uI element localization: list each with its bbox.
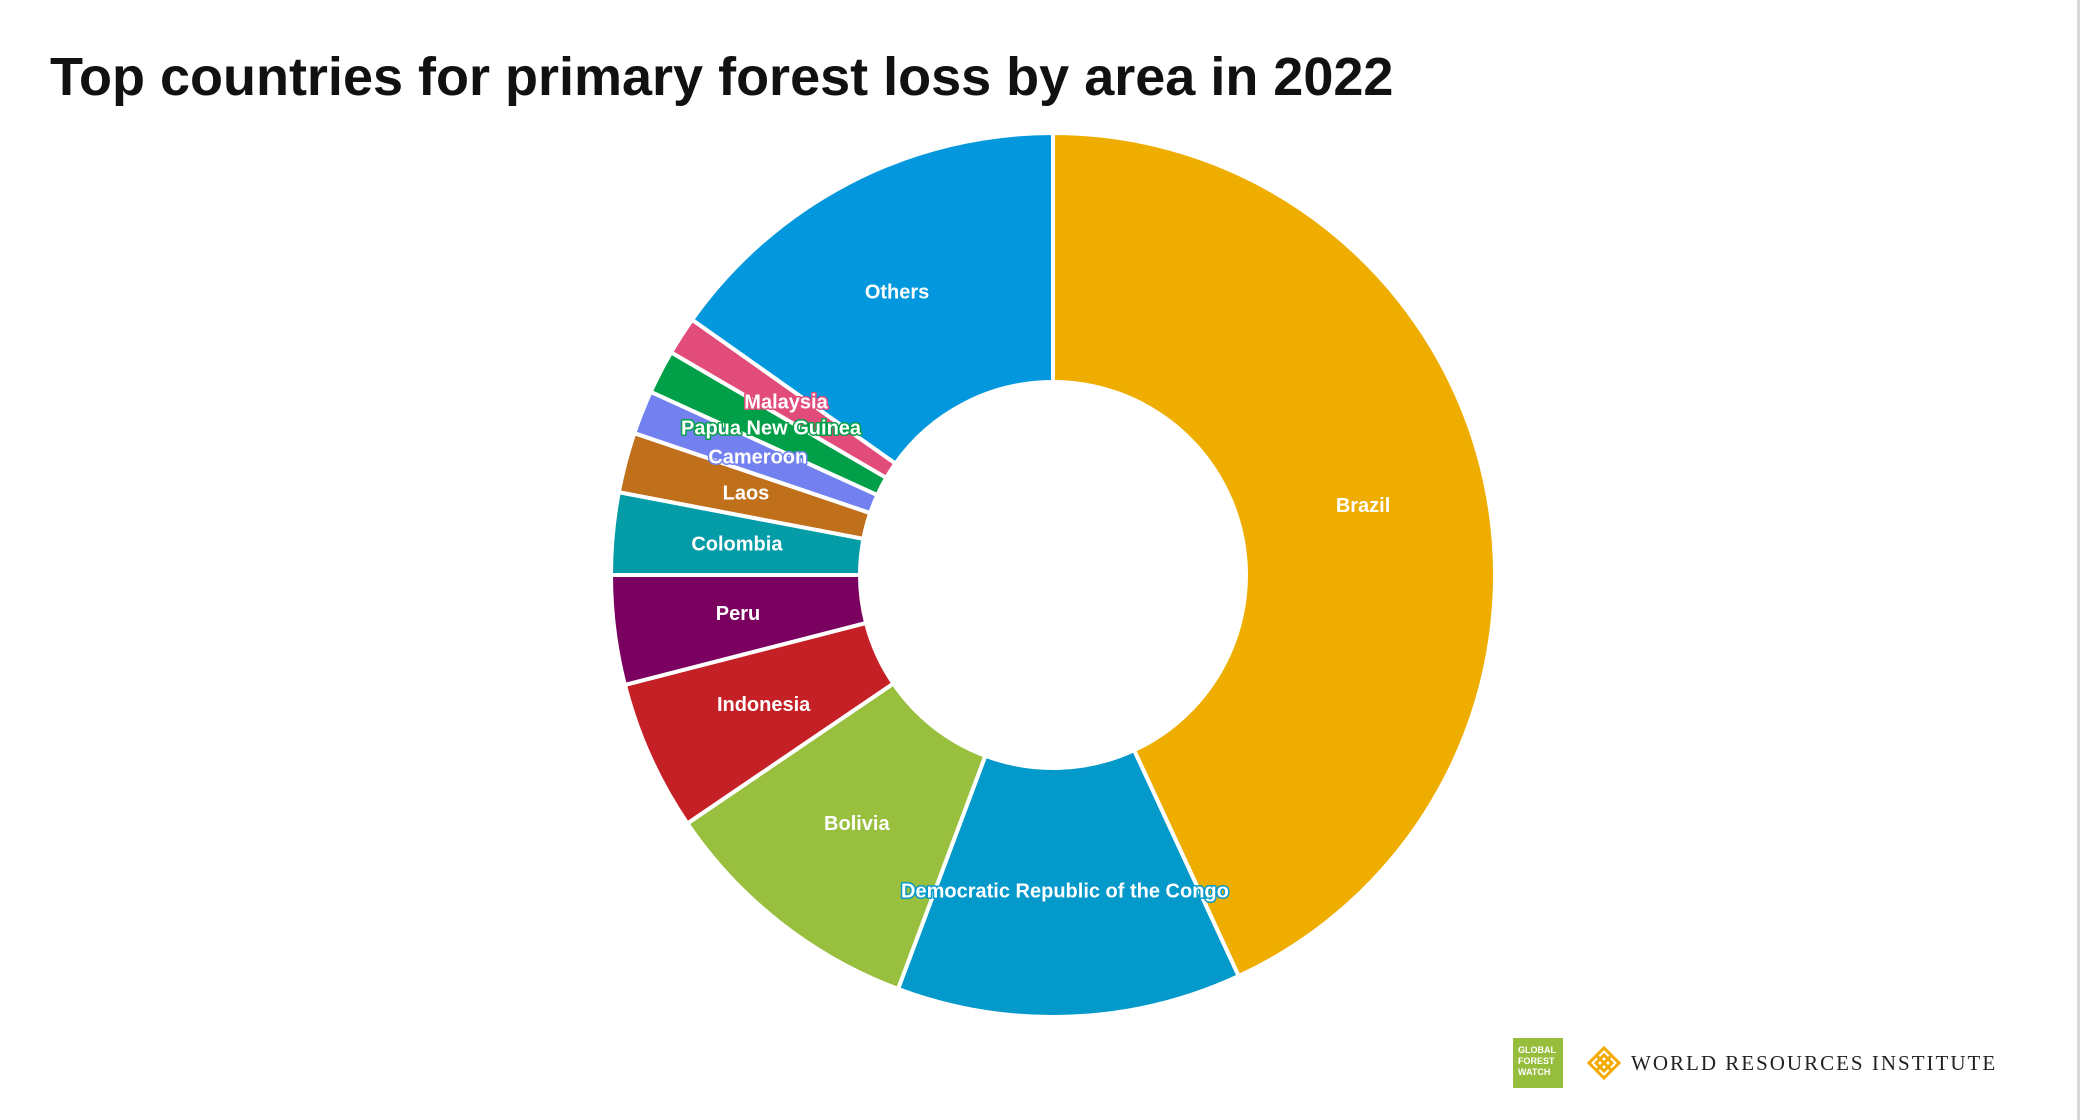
- slice-label-malaysia: Malaysia: [744, 391, 828, 413]
- labels-layer: Brazil Democratic Republic of the Congo Bo…: [679, 281, 1390, 904]
- slice-bolivia[interactable]: [685, 681, 988, 991]
- global-forest-watch-logo: GLOBAL FOREST WATCH: [1513, 1038, 1563, 1088]
- gfw-logo-line-2: FOREST: [1518, 1056, 1555, 1066]
- slice-others[interactable]: [690, 131, 1055, 466]
- slice-label-brazil: Brazil: [1336, 495, 1390, 517]
- slice-label-papua-new-guinea: Papua New Guinea: [681, 417, 862, 439]
- slice-democratic-republic-of-the-congo[interactable]: [896, 748, 1241, 1019]
- slice-label-indonesia: Indonesia: [717, 694, 811, 716]
- slice-brazil[interactable]: [1051, 131, 1498, 979]
- wri-knot-icon: [1587, 1046, 1621, 1080]
- footer-logos: GLOBAL FOREST WATCH WORLD RESOURCES INST…: [1513, 1038, 1997, 1088]
- wri-name: WORLD RESOURCES INSTITUTE: [1631, 1050, 1998, 1075]
- slice-label-democratic-republic-of-the-congo: Democratic Republic of the Congo: [901, 881, 1229, 903]
- slice-label-bolivia: Bolivia: [824, 813, 890, 835]
- slice-label-laos: Laos: [723, 482, 770, 504]
- page-edge-divider: [2077, 0, 2080, 1120]
- chart-title: Top countries for primary forest loss by…: [50, 47, 1394, 107]
- slice-label-others: Others: [865, 281, 929, 303]
- slices-layer: [609, 131, 1498, 1019]
- slice-label-colombia: Colombia: [691, 533, 783, 555]
- gfw-logo-line-3: WATCH: [1518, 1067, 1551, 1077]
- gfw-logo-line-1: GLOBAL: [1518, 1045, 1556, 1055]
- slice-label-cameroon: Cameroon: [708, 446, 807, 468]
- slice-label-peru: Peru: [716, 603, 760, 625]
